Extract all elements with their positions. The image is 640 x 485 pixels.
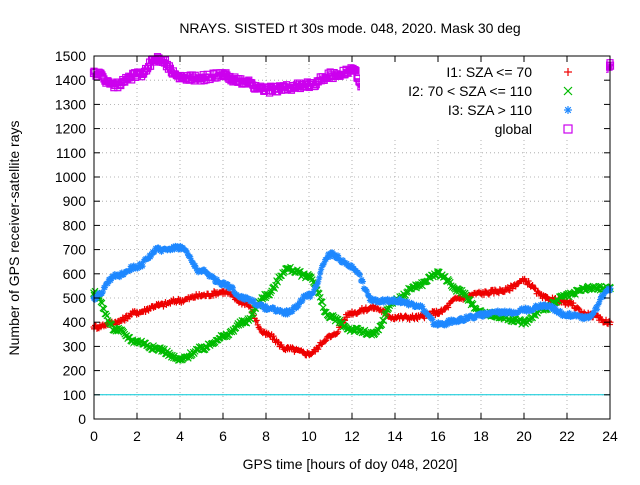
- trend-point: [594, 306, 600, 312]
- legend-label-2: I3: SZA > 110: [448, 102, 532, 118]
- x-tick-label: 4: [176, 428, 184, 444]
- y-tick-label: 800: [63, 217, 87, 233]
- y-tick-label: 400: [63, 314, 87, 330]
- y-tick-label: 1000: [55, 169, 86, 185]
- x-tick-label: 12: [344, 428, 360, 444]
- y-tick-label: 1100: [56, 145, 86, 161]
- legend-marker-2: [564, 106, 572, 114]
- legend-label-3: global: [495, 121, 532, 137]
- y-tick-label: 100: [63, 387, 87, 403]
- legend: I1: SZA <= 70 I2: 70 < SZA <= 110 I3: SZA …: [360, 60, 606, 140]
- x-tick-label: 10: [301, 428, 317, 444]
- trend-point: [316, 275, 322, 281]
- y-tick-label: 600: [63, 266, 87, 282]
- y-tick-label: 0: [78, 411, 86, 427]
- x-tick-label: 16: [430, 428, 446, 444]
- trend-point: [429, 316, 435, 322]
- x-tick-label: 20: [516, 428, 532, 444]
- y-tick-label: 500: [63, 290, 87, 306]
- y-tick-label: 200: [63, 363, 87, 379]
- x-tick-label: 0: [90, 428, 98, 444]
- x-tick-label: 24: [602, 428, 618, 444]
- y-tick-label: 1500: [55, 48, 86, 64]
- y-tick-label: 1400: [55, 72, 86, 88]
- x-tick-label: 6: [219, 428, 227, 444]
- y-tick-label: 1300: [55, 96, 86, 112]
- y-tick-label: 700: [63, 242, 87, 258]
- y-axis-label: Number of GPS receiver-satellite rays: [6, 121, 22, 356]
- y-tick-label: 900: [63, 193, 87, 209]
- x-tick-label: 22: [559, 428, 575, 444]
- y-tick-label: 1200: [55, 121, 86, 137]
- x-tick-label: 14: [387, 428, 403, 444]
- legend-label-0: I1: SZA <= 70: [446, 64, 532, 80]
- x-tick-label: 8: [262, 428, 270, 444]
- legend-label-1: I2: 70 < SZA <= 110: [408, 83, 532, 99]
- chart-title: NRAYS. SISTED rt 30s mode. 048, 2020. Ma…: [179, 20, 520, 36]
- trend-point: [230, 285, 236, 291]
- x-tick-label: 2: [133, 428, 141, 444]
- x-tick-label: 18: [473, 428, 489, 444]
- x-axis-label: GPS time [hours of doy 048, 2020]: [243, 456, 458, 472]
- y-tick-label: 300: [63, 338, 87, 354]
